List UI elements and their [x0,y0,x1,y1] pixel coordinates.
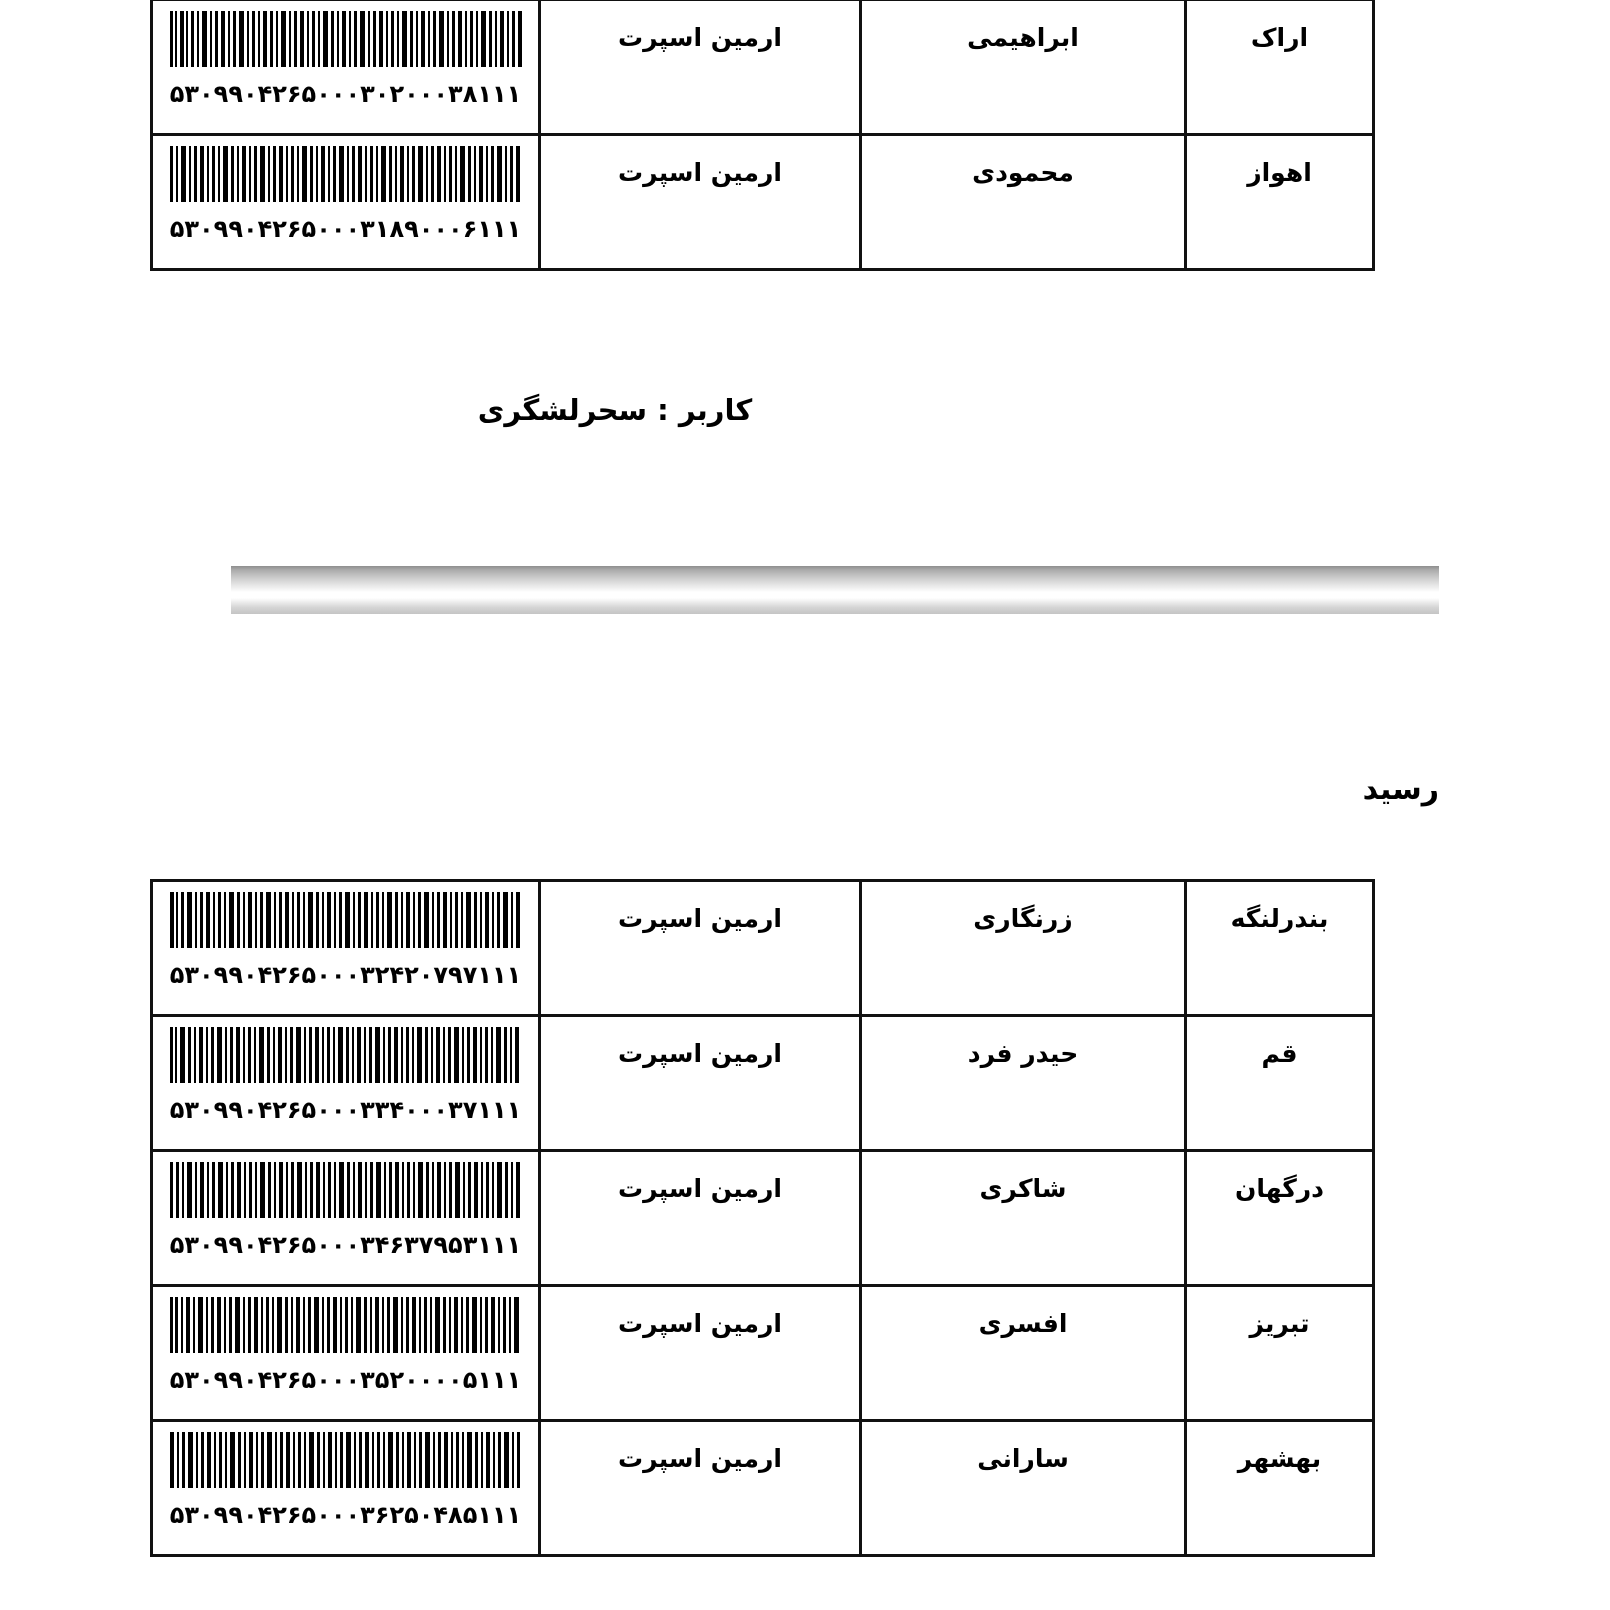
barcode-digits: ۵۳۰۹۹۰۴۲۶۵۰۰۰۳۴۶۳۷۹۵۳۱۱۱ [169,1231,522,1259]
cell-barcode: ۵۳۰۹۹۰۴۲۶۵۰۰۰۳۱۸۹۰۰۰۶۱۱۱ [150,133,541,271]
cell-barcode: ۵۳۰۹۹۰۴۲۶۵۰۰۰۳۶۲۵۰۴۸۵۱۱۱ [150,1419,541,1557]
city-label: بهشهر [1237,1444,1322,1473]
barcode-digits: ۵۳۰۹۹۰۴۲۶۵۰۰۰۳۵۲۰۰۰۰۵۱۱۱ [169,1366,522,1394]
recipient-name-label: ابراهیمی [967,23,1079,52]
recipient-name-label: افسری [978,1309,1068,1338]
barcode-wrap: ۵۳۰۹۹۰۴۲۶۵۰۰۰۳۲۴۲۰۷۹۷۱۱۱ [153,882,538,995]
city-label: اهواز [1247,158,1312,187]
cell-store: ارمین اسپرت [538,879,862,1017]
table-row: قم حیدر فرد ارمین اسپرت [150,1014,1375,1152]
cell-recipient-name: محمودی [859,133,1187,271]
shipment-table-top-container: اراک ابراهیمی ارمین اسپرت [150,0,1375,271]
cell-store: ارمین اسپرت [538,1014,862,1152]
cell-recipient-name: شاکری [859,1149,1187,1287]
barcode-icon [169,892,520,948]
barcode-digits: ۵۳۰۹۹۰۴۲۶۵۰۰۰۳۱۸۹۰۰۰۶۱۱۱ [169,215,522,243]
barcode-wrap: ۵۳۰۹۹۰۴۲۶۵۰۰۰۳۰۲۰۰۰۳۸۱۱۱ [153,1,538,114]
recipient-name-label: حیدر فرد [967,1039,1079,1068]
cell-barcode: ۵۳۰۹۹۰۴۲۶۵۰۰۰۳۰۲۰۰۰۳۸۱۱۱ [150,0,541,136]
cell-city: اراک [1184,0,1375,136]
store-label: ارمین اسپرت [618,1174,782,1203]
cell-city: بندرلنگه [1184,879,1375,1017]
barcode-wrap: ۵۳۰۹۹۰۴۲۶۵۰۰۰۳۱۸۹۰۰۰۶۱۱۱ [153,136,538,249]
store-label: ارمین اسپرت [618,904,782,933]
cell-recipient-name: سارانی [859,1419,1187,1557]
recipient-name-label: زرنگاری [973,904,1073,933]
barcode-icon [169,1432,520,1488]
barcode-icon [169,146,520,202]
cell-recipient-name: افسری [859,1284,1187,1422]
cell-recipient-name: زرنگاری [859,879,1187,1017]
store-label: ارمین اسپرت [618,1444,782,1473]
barcode-icon [169,1027,519,1083]
cell-barcode: ۵۳۰۹۹۰۴۲۶۵۰۰۰۳۲۴۲۰۷۹۷۱۱۱ [150,879,541,1017]
page-break-separator [231,566,1439,614]
barcode-wrap: ۵۳۰۹۹۰۴۲۶۵۰۰۰۳۳۴۰۰۰۳۷۱۱۱ [153,1017,538,1130]
cell-city: اهواز [1184,133,1375,271]
store-label: ارمین اسپرت [618,1309,782,1338]
cell-city: تبریز [1184,1284,1375,1422]
cell-store: ارمین اسپرت [538,0,862,136]
barcode-digits: ۵۳۰۹۹۰۴۲۶۵۰۰۰۳۰۲۰۰۰۳۸۱۱۱ [169,80,522,108]
recipient-name-label: سارانی [977,1444,1069,1473]
city-label: اراک [1250,23,1309,52]
store-label: ارمین اسپرت [618,23,782,52]
cell-recipient-name: ابراهیمی [859,0,1187,136]
cell-city: قم [1184,1014,1375,1152]
barcode-digits: ۵۳۰۹۹۰۴۲۶۵۰۰۰۳۳۴۰۰۰۳۷۱۱۱ [169,1096,522,1124]
city-label: بندرلنگه [1230,904,1329,933]
city-label: تبریز [1249,1309,1310,1338]
separator-bar-secondary [231,598,1439,614]
table-row: بندرلنگه زرنگاری ارمین اسپرت [150,879,1375,1017]
table-body-top: اراک ابراهیمی ارمین اسپرت [150,0,1375,271]
receipt-heading: رسید [1362,772,1439,807]
shipment-table-bottom-container: بندرلنگه زرنگاری ارمین اسپرت [150,879,1375,1557]
barcode-wrap: ۵۳۰۹۹۰۴۲۶۵۰۰۰۳۵۲۰۰۰۰۵۱۱۱ [153,1287,538,1400]
separator-bar-primary [231,566,1439,592]
barcode-digits: ۵۳۰۹۹۰۴۲۶۵۰۰۰۳۶۲۵۰۴۸۵۱۱۱ [169,1501,522,1529]
barcode-icon [169,1162,520,1218]
cell-barcode: ۵۳۰۹۹۰۴۲۶۵۰۰۰۳۳۴۰۰۰۳۷۱۱۱ [150,1014,541,1152]
table-row: درگهان شاکری ارمین اسپرت [150,1149,1375,1287]
cell-store: ارمین اسپرت [538,1284,862,1422]
table-row: تبریز افسری ارمین اسپرت [150,1284,1375,1422]
cell-store: ارمین اسپرت [538,1419,862,1557]
table-body-bottom: بندرلنگه زرنگاری ارمین اسپرت [150,879,1375,1557]
cell-recipient-name: حیدر فرد [859,1014,1187,1152]
cell-barcode: ۵۳۰۹۹۰۴۲۶۵۰۰۰۳۴۶۳۷۹۵۳۱۱۱ [150,1149,541,1287]
barcode-wrap: ۵۳۰۹۹۰۴۲۶۵۰۰۰۳۶۲۵۰۴۸۵۱۱۱ [153,1422,538,1535]
cell-store: ارمین اسپرت [538,133,862,271]
table-row: اراک ابراهیمی ارمین اسپرت [150,0,1375,136]
table-row: اهواز محمودی ارمین اسپرت [150,133,1375,271]
store-label: ارمین اسپرت [618,1039,782,1068]
cell-barcode: ۵۳۰۹۹۰۴۲۶۵۰۰۰۳۵۲۰۰۰۰۵۱۱۱ [150,1284,541,1422]
recipient-name-label: محمودی [972,158,1074,187]
barcode-digits: ۵۳۰۹۹۰۴۲۶۵۰۰۰۳۲۴۲۰۷۹۷۱۱۱ [169,961,522,989]
cell-city: درگهان [1184,1149,1375,1287]
table-row: بهشهر سارانی ارمین اسپرت [150,1419,1375,1557]
store-label: ارمین اسپرت [618,158,782,187]
barcode-icon [169,1297,519,1353]
cell-city: بهشهر [1184,1419,1375,1557]
user-line: کاربر : سحرلشگری [477,393,753,427]
barcode-icon [169,11,522,67]
shipment-table-bottom: بندرلنگه زرنگاری ارمین اسپرت [150,879,1375,1557]
barcode-wrap: ۵۳۰۹۹۰۴۲۶۵۰۰۰۳۴۶۳۷۹۵۳۱۱۱ [153,1152,538,1265]
recipient-name-label: شاکری [979,1174,1067,1203]
city-label: قم [1261,1039,1298,1068]
city-label: درگهان [1235,1174,1324,1203]
shipment-table-top: اراک ابراهیمی ارمین اسپرت [150,0,1375,271]
cell-store: ارمین اسپرت [538,1149,862,1287]
